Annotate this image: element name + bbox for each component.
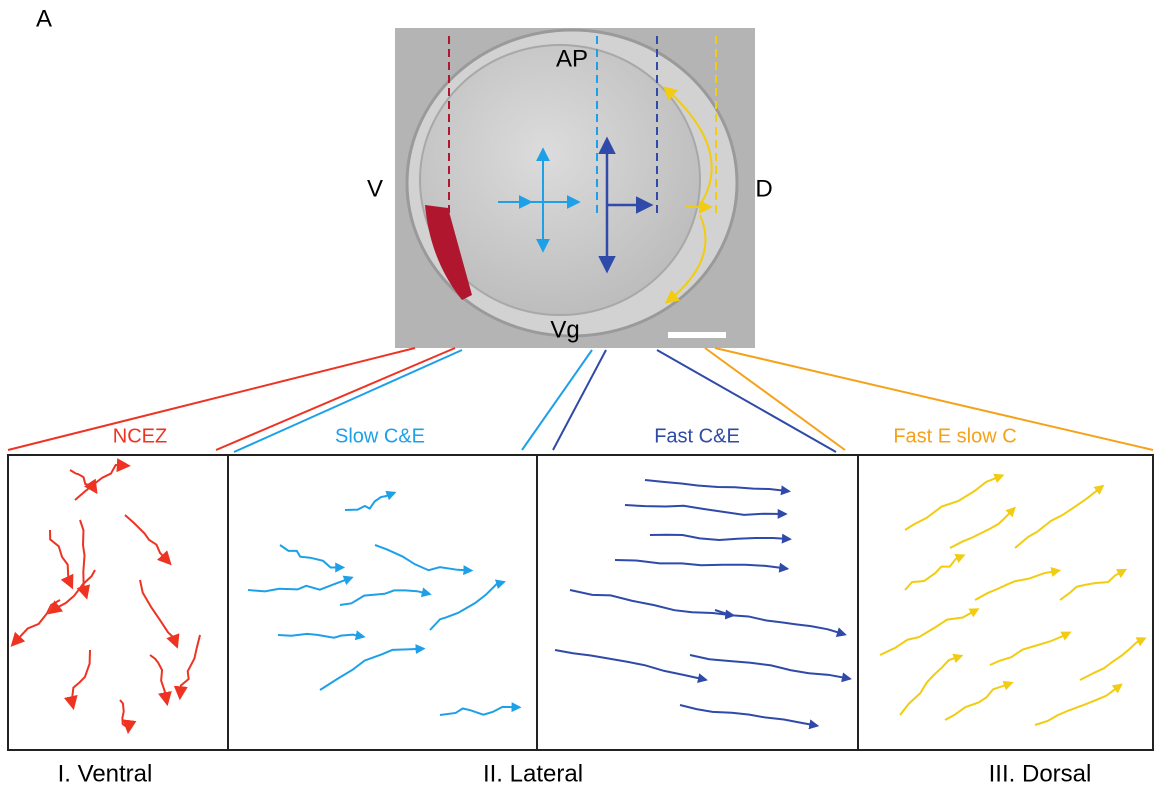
cell-track bbox=[900, 656, 962, 715]
region-label: II. Lateral bbox=[483, 760, 583, 787]
cell-track bbox=[12, 600, 60, 645]
panel-title: Slow C&E bbox=[335, 425, 425, 447]
region-label: I. Ventral bbox=[58, 760, 153, 787]
cell-track bbox=[248, 578, 352, 592]
cell-track bbox=[975, 571, 1059, 600]
embryo-label-top: AP bbox=[556, 45, 588, 72]
cell-track bbox=[440, 707, 520, 715]
cell-track bbox=[1080, 638, 1145, 680]
figure: A AP V D Vg bbox=[0, 0, 1155, 793]
embryo-label-right: D bbox=[755, 175, 772, 202]
cell-track bbox=[125, 515, 170, 563]
cell-track bbox=[1060, 570, 1125, 600]
panel-boxes bbox=[8, 455, 1153, 750]
cell-track bbox=[570, 590, 733, 615]
panel-title: Fast C&E bbox=[654, 425, 740, 447]
embryo-label-left: V bbox=[367, 175, 383, 202]
cell-track bbox=[72, 650, 90, 707]
cell-track bbox=[905, 555, 964, 590]
cell-track bbox=[690, 655, 850, 679]
cell-track bbox=[50, 570, 95, 613]
cell-track bbox=[625, 505, 786, 515]
embryo-image bbox=[395, 28, 755, 348]
cell-track bbox=[430, 582, 504, 630]
cell-track bbox=[278, 634, 364, 638]
cell-track bbox=[340, 590, 430, 605]
cell-track bbox=[150, 655, 167, 703]
cell-track bbox=[75, 465, 128, 500]
cell-track bbox=[50, 530, 72, 587]
cell-track bbox=[555, 650, 706, 680]
cell-track bbox=[345, 493, 395, 510]
cell-track bbox=[945, 683, 1012, 720]
cell-track bbox=[645, 480, 789, 491]
cell-track bbox=[880, 609, 978, 655]
cell-track bbox=[120, 700, 129, 731]
cell-track bbox=[715, 610, 845, 635]
cell-track bbox=[320, 649, 424, 690]
cell-track bbox=[180, 635, 200, 698]
cell-track bbox=[905, 475, 1003, 530]
cell-track bbox=[1035, 685, 1121, 725]
panel-title: Fast E slow C bbox=[893, 425, 1016, 447]
embryo-label-bottom: Vg bbox=[550, 316, 579, 343]
cell-track bbox=[950, 508, 1014, 548]
figure-label: A bbox=[36, 5, 52, 32]
cell-track bbox=[650, 535, 790, 540]
cell-track bbox=[375, 545, 471, 571]
tracks bbox=[12, 465, 1144, 731]
cell-track bbox=[140, 580, 177, 646]
region-label: III. Dorsal bbox=[989, 760, 1092, 787]
cell-track bbox=[680, 705, 817, 726]
cell-track bbox=[70, 470, 96, 492]
cell-track bbox=[615, 560, 787, 569]
panel-title: NCEZ bbox=[113, 425, 167, 447]
cell-track bbox=[990, 633, 1070, 665]
cell-track bbox=[1015, 486, 1103, 548]
cell-track bbox=[280, 545, 343, 567]
